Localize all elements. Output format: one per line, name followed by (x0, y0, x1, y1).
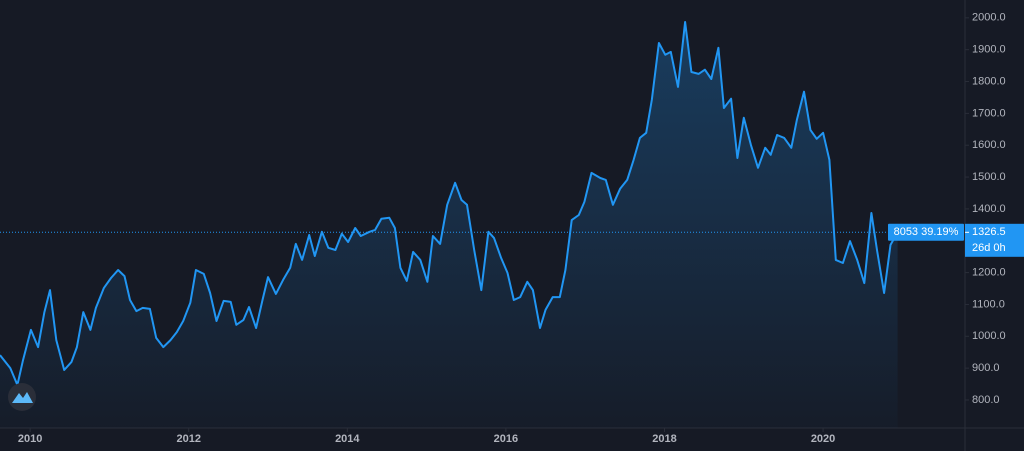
y-tick-label: 1400.0 (972, 203, 1006, 215)
price-tag (965, 223, 1024, 257)
x-tick-label: 2014 (335, 433, 360, 445)
y-tick-label: 900.0 (972, 362, 1000, 374)
y-tick-label: 1000.0 (972, 330, 1006, 342)
y-tick-label: 1700.0 (972, 107, 1006, 119)
logo[interactable] (8, 383, 36, 411)
x-tick-label: 2016 (494, 433, 518, 445)
annotation: 26d 0h (972, 242, 1006, 254)
y-tick-label: 1600.0 (972, 139, 1006, 151)
last-price-label: 1326.5 (972, 226, 1006, 238)
x-tick-label: 2012 (176, 433, 200, 445)
y-tick-label: 1100.0 (972, 298, 1005, 310)
x-tick-label: 2018 (652, 433, 676, 445)
y-tick-label: 1500.0 (972, 171, 1006, 183)
price-line (0, 21, 899, 386)
x-tick-label: 2010 (18, 433, 42, 445)
y-tick-label: 1800.0 (972, 75, 1006, 87)
y-tick-label: 1200.0 (972, 267, 1006, 279)
y-tick-label: 1900.0 (972, 44, 1006, 56)
price-tag (888, 223, 964, 241)
annotation: 8053 39.19% (894, 226, 959, 238)
y-tick-label: 800.0 (972, 394, 1000, 406)
y-tick-label: 2000.0 (972, 12, 1006, 24)
x-tick-label: 2020 (811, 433, 835, 445)
area-fill (0, 22, 898, 428)
